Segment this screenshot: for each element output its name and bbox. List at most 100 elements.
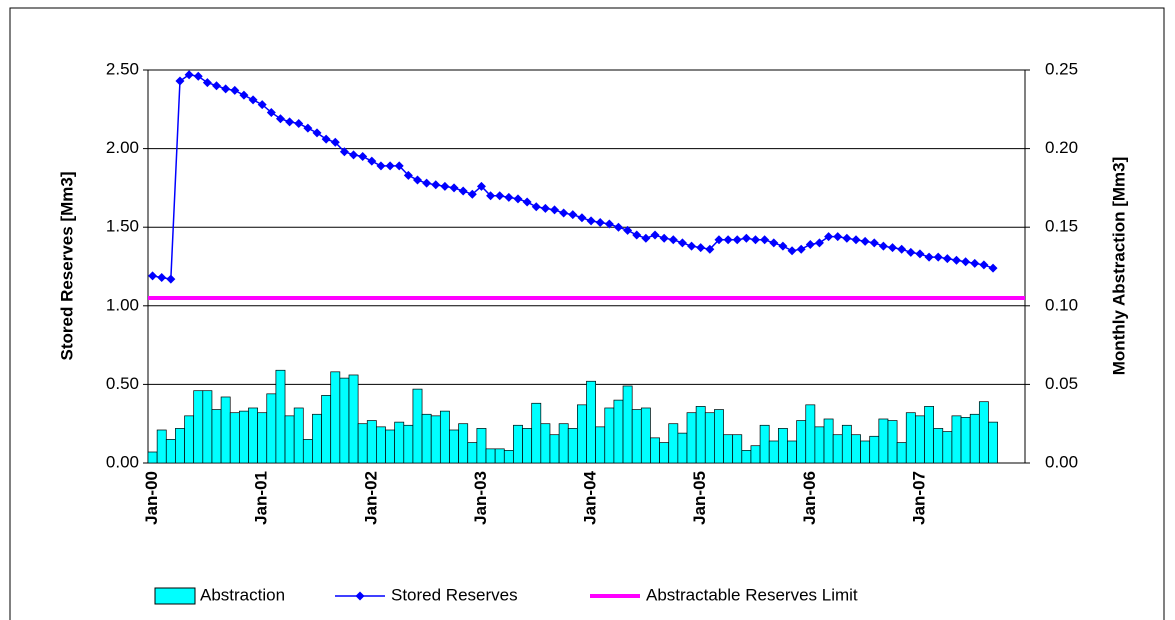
marker xyxy=(285,117,295,127)
marker xyxy=(467,189,477,199)
bar xyxy=(376,426,386,464)
marker xyxy=(641,233,651,243)
marker xyxy=(951,255,961,265)
bar xyxy=(978,401,989,464)
marker xyxy=(796,244,806,254)
marker xyxy=(595,217,605,227)
bar xyxy=(522,428,533,464)
marker xyxy=(184,70,194,80)
marker xyxy=(741,233,751,243)
bar xyxy=(595,426,606,464)
x-tick-label: Jan-04 xyxy=(581,470,600,524)
bar xyxy=(430,415,441,464)
bar xyxy=(458,423,469,464)
marker xyxy=(924,252,934,262)
marker xyxy=(230,85,240,95)
marker xyxy=(687,241,697,251)
marker xyxy=(988,263,998,273)
legend-label: Abstraction xyxy=(200,585,285,604)
y-axis-title: Stored Reserves [Mm3] xyxy=(57,172,76,361)
y-tick-label: 0.00 xyxy=(106,452,139,471)
legend-marker xyxy=(355,591,365,601)
bar xyxy=(841,424,852,464)
bar xyxy=(586,380,596,464)
bar xyxy=(796,420,807,464)
y-tick-label: 0.50 xyxy=(106,374,139,393)
bar xyxy=(366,420,377,464)
marker xyxy=(970,258,980,268)
marker xyxy=(933,252,943,262)
bar xyxy=(942,431,953,464)
legend-swatch xyxy=(154,587,196,605)
marker xyxy=(613,222,623,232)
marker xyxy=(175,76,185,86)
y2-tick-label: 0.25 xyxy=(1045,59,1078,78)
x-tick-label: Jan-03 xyxy=(471,471,490,525)
marker xyxy=(751,235,761,245)
bar xyxy=(695,406,706,464)
bar xyxy=(467,442,478,464)
bar xyxy=(905,412,916,464)
y2-tick-label: 0.00 xyxy=(1045,452,1078,471)
marker xyxy=(312,128,322,138)
bar xyxy=(622,385,633,464)
bar xyxy=(449,429,459,464)
bar xyxy=(604,407,615,464)
bar xyxy=(321,395,332,464)
bar xyxy=(567,428,578,464)
x-tick-label: Jan-01 xyxy=(252,471,271,525)
marker xyxy=(403,170,413,180)
bar xyxy=(421,413,432,464)
y-tick-label: 1.00 xyxy=(106,295,139,314)
bar xyxy=(293,407,304,464)
bar xyxy=(887,420,898,464)
marker xyxy=(330,137,340,147)
y2-tick-label: 0.20 xyxy=(1045,138,1078,157)
bar xyxy=(577,404,587,464)
bar xyxy=(741,450,752,464)
bar xyxy=(494,448,505,464)
marker xyxy=(568,210,578,220)
bar xyxy=(357,423,368,464)
bar xyxy=(284,415,295,464)
marker xyxy=(878,241,888,251)
bar xyxy=(558,423,569,464)
marker xyxy=(632,230,642,240)
marker xyxy=(495,191,505,201)
marker xyxy=(623,225,633,235)
marker xyxy=(778,241,788,251)
bar xyxy=(969,413,980,464)
marker xyxy=(769,238,779,248)
marker xyxy=(166,274,176,284)
marker xyxy=(787,246,797,256)
bar xyxy=(275,369,286,464)
bar xyxy=(878,418,889,464)
marker xyxy=(358,151,368,161)
marker xyxy=(449,183,459,193)
marker xyxy=(897,244,907,254)
marker xyxy=(705,244,715,254)
bar xyxy=(805,404,816,464)
bar xyxy=(211,409,222,464)
marker xyxy=(833,232,843,242)
marker xyxy=(824,232,834,242)
marker xyxy=(212,81,222,91)
marker xyxy=(668,235,678,245)
bar xyxy=(714,409,724,464)
bar xyxy=(650,437,660,464)
bar xyxy=(513,424,523,464)
marker xyxy=(440,181,450,191)
marker xyxy=(148,271,158,281)
marker xyxy=(458,186,468,196)
marker xyxy=(522,197,532,207)
marker xyxy=(221,84,231,94)
marker xyxy=(376,161,386,171)
x-tick-label: Jan-05 xyxy=(690,471,709,525)
bar xyxy=(175,428,185,464)
bar xyxy=(869,435,880,464)
x-tick-label: Jan-00 xyxy=(142,471,161,525)
marker xyxy=(760,235,770,245)
bar xyxy=(485,448,496,464)
y-tick-label: 2.50 xyxy=(106,59,139,78)
